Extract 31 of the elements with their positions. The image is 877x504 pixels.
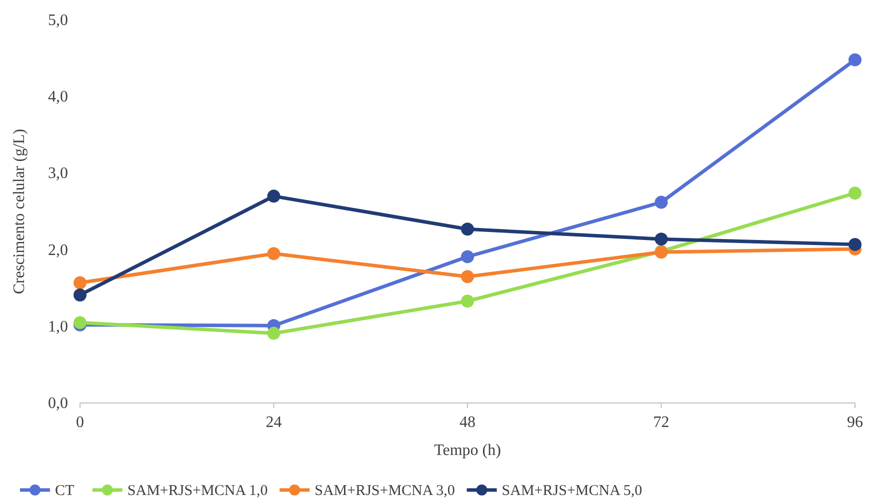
point bbox=[654, 232, 668, 246]
y-tick-label: 2,0 bbox=[48, 242, 68, 259]
y-axis-title: Crescimento celular (g/L) bbox=[11, 128, 28, 294]
point bbox=[461, 250, 474, 264]
point bbox=[461, 222, 474, 236]
point bbox=[74, 276, 86, 290]
point bbox=[848, 238, 862, 251]
legend-label: SAM+RJS+MCNA 3,0 bbox=[314, 483, 455, 499]
y-tick-label: 3,0 bbox=[48, 165, 68, 182]
point bbox=[267, 247, 280, 260]
x-tick-label: 24 bbox=[266, 414, 282, 431]
point bbox=[267, 326, 280, 340]
x-tick-label: 48 bbox=[460, 414, 476, 431]
point bbox=[461, 294, 474, 308]
y-tick-label: 5,0 bbox=[48, 12, 68, 29]
y-tick-label: 4,0 bbox=[48, 88, 68, 106]
y-tick-label: 1,0 bbox=[48, 318, 68, 336]
y-tick-label: 0,0 bbox=[48, 395, 68, 412]
point bbox=[848, 186, 862, 200]
point bbox=[848, 53, 862, 66]
x-tick-label: 96 bbox=[847, 414, 863, 431]
point bbox=[654, 196, 668, 209]
point bbox=[74, 288, 86, 302]
point bbox=[461, 270, 474, 284]
legend-label: CT bbox=[55, 483, 74, 499]
legend-label: SAM+RJS+MCNA 5,0 bbox=[502, 483, 642, 499]
x-axis-title: Tempo (h) bbox=[434, 442, 501, 459]
x-tick-label: 0 bbox=[76, 414, 84, 431]
x-tick-label: 72 bbox=[653, 414, 670, 431]
point bbox=[267, 190, 280, 203]
legend-label: SAM+RJS+MCNA 1,0 bbox=[127, 483, 268, 499]
